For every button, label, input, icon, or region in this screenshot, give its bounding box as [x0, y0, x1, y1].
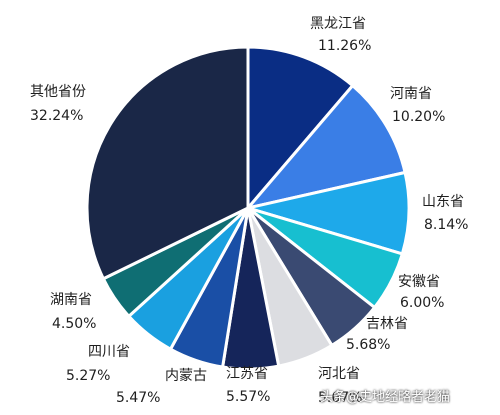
slice-value-label: 4.50%	[52, 316, 96, 332]
pie-slice	[243, 83, 407, 211]
slice-name-label: 安徽省	[398, 274, 440, 290]
slice-value-label: 5.68%	[346, 337, 390, 353]
slice-value-label: 11.26%	[318, 38, 371, 54]
slice-value-label: 5.57%	[226, 389, 270, 405]
slice-name-label: 河北省	[318, 366, 360, 382]
slice-name-label: 山东省	[422, 194, 464, 210]
slice-name-label: 四川省	[88, 344, 130, 360]
slice-value-label: 6.00%	[400, 295, 444, 311]
slice-value-label: 5.67%	[318, 390, 362, 406]
slice-value-label: 8.14%	[424, 217, 468, 233]
slice-value-label: 5.47%	[116, 390, 160, 406]
slice-name-label: 湖南省	[50, 292, 92, 308]
slice-name-label: 黑龙江省	[310, 16, 366, 32]
slice-value-label: 10.20%	[392, 109, 445, 125]
slice-name-label: 吉林省	[366, 316, 408, 332]
slice-name-label: 河南省	[390, 86, 432, 102]
watermark: 头条@史地经略者老猫	[320, 390, 451, 405]
slice-value-label: 5.27%	[66, 368, 110, 384]
slice-name-label: 其他省份	[30, 84, 86, 100]
pie-slice	[246, 45, 355, 213]
pie-slices	[85, 45, 411, 371]
slice-name-label: 内蒙古	[165, 368, 207, 384]
pie-slice	[85, 45, 250, 281]
slice-value-label: 32.24%	[30, 108, 83, 124]
pie-labels: 黑龙江省 11.26% 河南省 10.20% 山东省 8.14% 安徽省 6.00% 吉林省 5.…	[30, 16, 468, 406]
slice-name-label: 江苏省	[226, 366, 268, 382]
